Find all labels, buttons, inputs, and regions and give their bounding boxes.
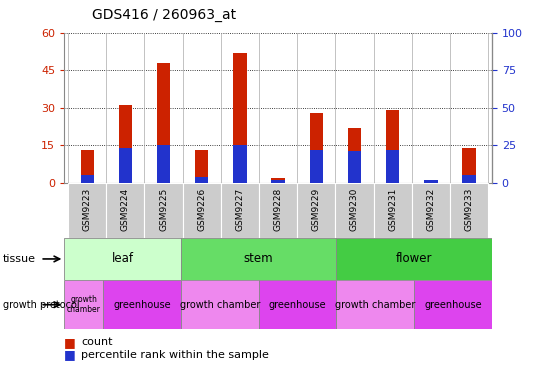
Bar [233,53,247,183]
Text: count: count [81,337,112,347]
Bar [195,150,209,183]
Bar [297,183,335,238]
Bar [373,183,412,238]
Text: greenhouse: greenhouse [113,300,171,310]
Bar [221,183,259,238]
Bar [259,183,297,238]
Bar [157,146,170,183]
Bar [181,238,337,280]
Bar [450,183,488,238]
Bar [424,180,438,183]
Text: leaf: leaf [112,253,134,265]
Bar [181,280,259,329]
Text: growth chamber: growth chamber [335,300,415,310]
Text: GSM9230: GSM9230 [350,187,359,231]
Bar [119,149,132,183]
Bar [64,238,181,280]
Bar [195,177,209,183]
Bar [259,280,337,329]
Text: growth
chamber: growth chamber [67,295,101,314]
Bar [233,146,247,183]
Bar [424,180,438,183]
Text: stem: stem [244,253,273,265]
Text: GSM9223: GSM9223 [83,187,92,231]
Bar [414,280,492,329]
Text: GSM9231: GSM9231 [388,187,397,231]
Bar [462,148,476,183]
Bar [80,176,94,183]
Text: ■: ■ [64,336,80,349]
Bar [462,176,476,183]
Bar [119,105,132,183]
Text: tissue: tissue [3,254,36,264]
Text: percentile rank within the sample: percentile rank within the sample [81,350,269,360]
Bar [144,183,183,238]
Bar [68,183,106,238]
Text: GSM9229: GSM9229 [312,187,321,231]
Text: greenhouse: greenhouse [269,300,326,310]
Text: growth protocol: growth protocol [3,300,79,310]
Bar [348,152,361,183]
Bar [386,150,399,183]
Bar [106,183,144,238]
Text: GSM9226: GSM9226 [197,187,206,231]
Text: GSM9224: GSM9224 [121,187,130,231]
Text: growth chamber: growth chamber [179,300,260,310]
Text: GSM9232: GSM9232 [427,187,435,231]
Bar [386,111,399,183]
Bar [64,280,103,329]
Text: flower: flower [396,253,433,265]
Bar [337,238,492,280]
Bar [80,150,94,183]
Bar [310,113,323,183]
Bar [272,178,285,183]
Text: ■: ■ [64,348,80,362]
Text: GSM9225: GSM9225 [159,187,168,231]
Text: GSM9227: GSM9227 [235,187,244,231]
Text: greenhouse: greenhouse [424,300,482,310]
Text: GSM9233: GSM9233 [465,187,473,231]
Bar [103,280,181,329]
Bar [412,183,450,238]
Text: GDS416 / 260963_at: GDS416 / 260963_at [92,8,236,22]
Bar [157,63,170,183]
Bar [272,180,285,183]
Bar [183,183,221,238]
Bar [310,150,323,183]
Bar [337,280,414,329]
Text: GSM9228: GSM9228 [273,187,283,231]
Bar [335,183,373,238]
Bar [348,128,361,183]
